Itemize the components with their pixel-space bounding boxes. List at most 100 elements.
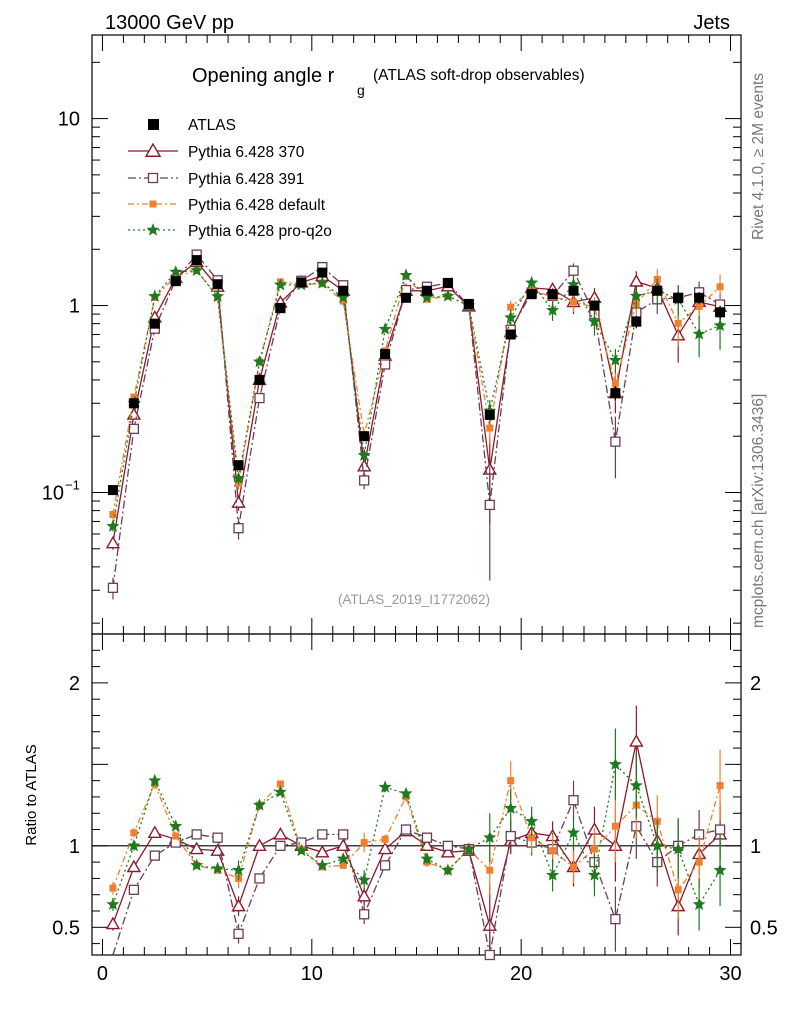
series-point: [107, 582, 119, 593]
data-point: [254, 374, 265, 385]
series-point: [211, 289, 225, 302]
series-point: [169, 265, 183, 278]
ratio-point: [692, 897, 706, 910]
series-line-1: [112, 253, 721, 588]
ratio-point: [109, 884, 117, 892]
series-main-3: [106, 263, 727, 532]
ratio-point: [252, 838, 267, 852]
data-point: [212, 279, 223, 290]
ratio-point: [294, 843, 308, 857]
ratio-point: [650, 838, 664, 852]
series-point: [484, 499, 495, 511]
ratio-point: [505, 830, 516, 842]
ratio-point: [149, 850, 160, 861]
series-point: [507, 303, 515, 311]
data-point: [694, 292, 705, 303]
series-point: [570, 298, 578, 306]
x-tick-label-0: 0: [97, 963, 108, 985]
ratio-point: [356, 888, 372, 902]
ratio-point: [275, 840, 286, 851]
ratio-point: [276, 780, 284, 788]
mcplots-label: mcplots.cern.ch [arXiv:1306.3436]: [750, 394, 767, 628]
series-point: [254, 392, 265, 404]
data-point: [128, 398, 139, 409]
ratio-point: [127, 838, 141, 852]
legend-marker-1: [147, 172, 159, 184]
ratio-tick-label-right-2: 2: [750, 673, 761, 695]
data-point: [610, 388, 621, 399]
series-point: [611, 380, 619, 388]
ratio-point: [357, 873, 371, 886]
series-point: [587, 314, 601, 328]
series-point: [315, 276, 329, 289]
ratio-point: [359, 909, 370, 920]
y-tick-label-1: 1: [69, 296, 80, 318]
x-tick-label-1: 10: [301, 963, 323, 985]
y-tick-exponent-0: −1: [65, 477, 80, 492]
y-tick-label-0: 10: [42, 482, 64, 504]
series-point: [629, 289, 643, 302]
series-point: [399, 268, 413, 281]
ratio-point: [315, 858, 329, 871]
ratio-line-2: [112, 778, 721, 892]
series-point: [356, 458, 372, 472]
ratio-point: [610, 914, 621, 925]
series-point: [629, 274, 644, 287]
ratio-point: [713, 863, 727, 876]
ratio-tick-label-left-1: 1: [69, 836, 80, 858]
ratio-y-axis-label: Ratio to ATLAS: [23, 744, 40, 845]
ratio-series-layer: [105, 705, 728, 961]
data-point: [484, 409, 495, 420]
energy-label: 13000 GeV pp: [105, 12, 234, 34]
ratio-point: [608, 757, 622, 770]
series-point: [231, 495, 246, 508]
ratio-point: [714, 824, 726, 835]
ratio-point: [232, 863, 246, 876]
ratio-point: [360, 839, 368, 847]
ratio-point: [611, 822, 619, 830]
legend-symbol-data: [148, 119, 159, 130]
ratio-point: [105, 916, 121, 930]
data-point: [107, 485, 118, 496]
ratio-tick-label-right-1: 1: [750, 836, 761, 858]
ratio-tick-label-right-0: 0.5: [750, 917, 778, 939]
ratio-point: [317, 829, 328, 840]
ratio-line-3: [112, 763, 721, 906]
series-ratio-1: [112, 780, 726, 961]
process-label: Jets: [693, 12, 730, 34]
series-point: [253, 354, 266, 368]
series-point: [695, 302, 703, 310]
series-point: [339, 297, 347, 305]
ratio-point: [379, 860, 391, 871]
legend-label-series-0: Pythia 6.428 370: [188, 144, 305, 161]
data-point: [191, 255, 202, 266]
ratio-point: [377, 841, 393, 855]
data-point: [442, 278, 453, 289]
ratio-point: [273, 827, 288, 840]
data-point: [526, 289, 537, 300]
series-point: [674, 319, 682, 327]
ratio-point: [190, 858, 204, 871]
series-point: [273, 278, 287, 291]
x-tick-label-3: 30: [719, 963, 741, 985]
ratio-point: [336, 852, 350, 865]
series-line-3: [112, 269, 721, 527]
series-point: [504, 310, 518, 324]
ratio-tick-label-left-0: 0.5: [52, 917, 80, 939]
series-point: [716, 283, 724, 291]
series-point: [232, 471, 246, 484]
ratio-point: [338, 829, 349, 840]
data-point: [715, 307, 726, 318]
series-point: [608, 353, 622, 366]
ratio-point: [419, 838, 435, 852]
series-point: [128, 423, 140, 434]
ratio-point: [590, 845, 598, 853]
data-point: [359, 431, 370, 442]
legend-label-data: ATLAS: [188, 117, 236, 134]
series-point: [713, 318, 727, 332]
ratio-point: [147, 825, 163, 838]
data-point: [505, 329, 516, 340]
ratio-point: [253, 798, 266, 811]
ratio-point: [671, 842, 685, 855]
